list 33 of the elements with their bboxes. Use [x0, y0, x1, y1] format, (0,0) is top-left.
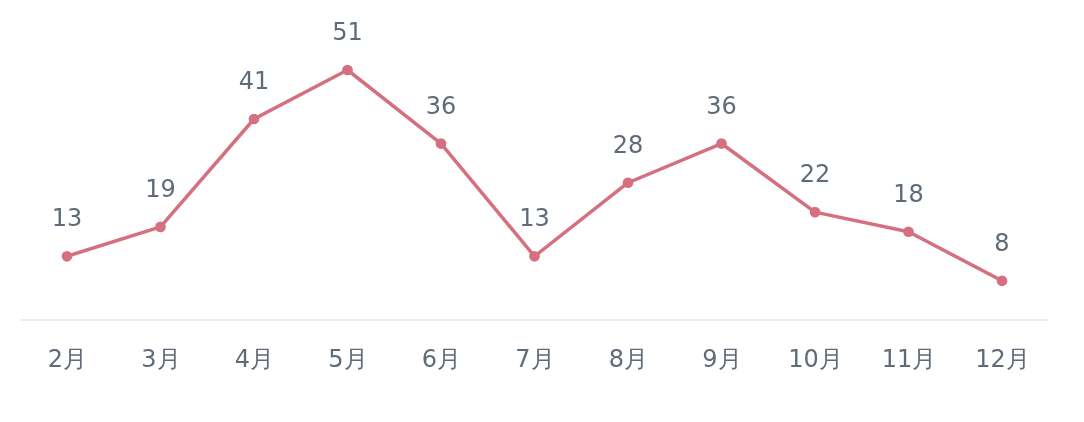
point	[435, 138, 447, 149]
point	[61, 250, 73, 262]
point	[903, 226, 914, 238]
x-tick-label: 11月	[881, 345, 937, 374]
point	[996, 275, 1008, 287]
point	[342, 64, 353, 76]
x-tick-label: 8月	[608, 345, 649, 374]
x-tick-label: 4月	[234, 345, 275, 374]
x-tick-label: 10月	[788, 345, 843, 374]
point	[155, 221, 166, 233]
x-tick-label: 6月	[421, 345, 462, 374]
data-label: 36	[706, 91, 737, 120]
x-tick-label: 12月	[975, 345, 1030, 374]
data-label: 36	[425, 91, 457, 120]
data-label: 8	[994, 228, 1010, 257]
data-label: 19	[145, 174, 176, 203]
data-label: 41	[238, 67, 270, 96]
x-tick-label: 7月	[515, 345, 555, 374]
x-tick-label: 2月	[47, 345, 88, 374]
data-label: 28	[612, 130, 644, 159]
data-label: 13	[519, 204, 550, 233]
data-label: 13	[51, 204, 83, 233]
data-label: 51	[332, 18, 363, 46]
data-label: 22	[799, 160, 831, 189]
point	[248, 113, 260, 125]
x-tick-label: 9月	[702, 345, 742, 374]
x-tick-label: 5月	[328, 345, 368, 374]
point	[529, 250, 540, 262]
point	[809, 206, 821, 218]
data-label: 18	[893, 179, 924, 208]
point	[716, 138, 727, 149]
point	[622, 177, 634, 189]
x-tick-label: 3月	[141, 345, 181, 374]
